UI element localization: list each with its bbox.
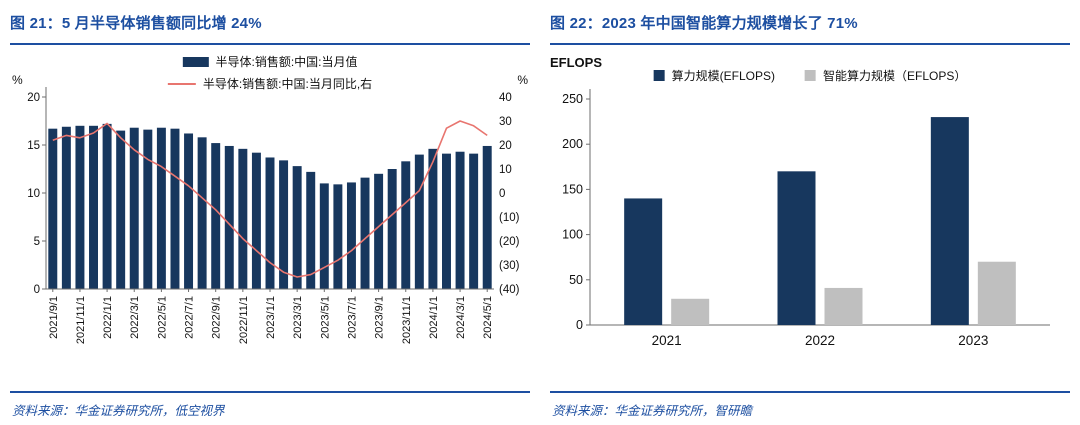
svg-text:2022/9/1: 2022/9/1: [211, 296, 223, 339]
figure-22-source-rule: [550, 391, 1070, 393]
svg-text:15: 15: [27, 140, 40, 152]
svg-text:250: 250: [562, 92, 583, 106]
figure-22-source-text: 资料来源：华金证券研究所，智研瞻: [552, 404, 753, 418]
svg-text:(30): (30): [499, 260, 520, 272]
legend-label-ai-compute-scale: 智能算力规模（EFLOPS）: [822, 69, 967, 83]
svg-text:200: 200: [562, 137, 583, 151]
compute-scale-swatch-icon: [653, 70, 665, 81]
right-axis-unit-label: %: [517, 73, 528, 87]
svg-text:20: 20: [27, 92, 40, 104]
figure-22-title: 图 22：2023 年中国智能算力规模增长了 71%: [550, 15, 858, 32]
svg-text:2023/7/1: 2023/7/1: [346, 296, 358, 339]
svg-text:2024/1/1: 2024/1/1: [428, 296, 440, 339]
eflops-axis-unit-label: EFLOPS: [550, 55, 603, 70]
svg-text:0: 0: [576, 318, 583, 332]
svg-text:2023: 2023: [958, 333, 988, 348]
svg-text:2024/3/1: 2024/3/1: [455, 296, 467, 339]
svg-text:40: 40: [499, 92, 512, 104]
svg-text:2022/1/1: 2022/1/1: [102, 296, 114, 339]
legend-label-yoy: 半导体:销售额:中国:当月同比,右: [202, 77, 373, 91]
figure-22-legend: 算力规模(EFLOPS) 智能算力规模（EFLOPS）: [653, 67, 967, 84]
figure-22-title-rule: [550, 43, 1070, 45]
svg-text:2021/9/1: 2021/9/1: [48, 296, 60, 339]
svg-text:2022/7/1: 2022/7/1: [184, 296, 196, 339]
legend-label-compute-scale: 算力规模(EFLOPS): [671, 69, 775, 83]
svg-text:2021/11/1: 2021/11/1: [75, 296, 87, 344]
legend-item-yoy: 半导体:销售额:中国:当月同比,右: [167, 75, 373, 92]
svg-text:30: 30: [499, 116, 512, 128]
legend-label-monthly-value: 半导体:销售额:中国:当月值: [215, 55, 358, 69]
figure-21-title-rule: [10, 43, 530, 45]
legend-item-compute-scale: 算力规模(EFLOPS): [653, 67, 775, 84]
svg-text:50: 50: [569, 273, 583, 287]
bar-series-swatch-icon: [182, 56, 209, 67]
legend-item-monthly-value: 半导体:销售额:中国:当月值: [182, 53, 358, 70]
figure-21-source-text: 资料来源：华金证券研究所，低空视界: [12, 404, 225, 418]
left-axis-unit-label: %: [12, 73, 23, 87]
svg-text:2022/3/1: 2022/3/1: [129, 296, 141, 339]
compute-scale-bar-chart: 250 200 150 100 50 0 2021 2022 2023: [562, 89, 1050, 348]
svg-text:2021: 2021: [652, 333, 682, 348]
figure-22-chart-area: EFLOPS 算力规模(EFLOPS) 智能算力规模（EFLOPS） 250 20…: [550, 47, 1070, 377]
figure-21-title: 图 21：5 月半导体销售额同比增 24%: [10, 15, 262, 32]
svg-text:10: 10: [27, 188, 40, 200]
svg-text:(40): (40): [499, 284, 520, 296]
figure-21-chart-area: 半导体:销售额:中国:当月值 半导体:销售额:中国:当月同比,右 % % 20 1…: [10, 47, 530, 377]
semiconductor-sales-combo-chart: 20151050403020100(10)(20)(30)(40)2021/9/…: [27, 87, 520, 344]
svg-text:2023/1/1: 2023/1/1: [265, 296, 277, 339]
svg-text:2023/11/1: 2023/11/1: [401, 296, 413, 344]
svg-text:2022/11/1: 2022/11/1: [238, 296, 250, 344]
svg-text:2023/9/1: 2023/9/1: [374, 296, 386, 339]
svg-text:2022/5/1: 2022/5/1: [156, 296, 168, 339]
svg-text:150: 150: [562, 182, 583, 196]
figure-22-panel: 图 22：2023 年中国智能算力规模增长了 71% EFLOPS 算力规模(E…: [550, 6, 1070, 425]
figure-21-source-rule: [10, 391, 530, 393]
svg-text:0: 0: [499, 188, 505, 200]
legend-item-ai-compute-scale: 智能算力规模（EFLOPS）: [804, 67, 967, 84]
ai-compute-scale-swatch-icon: [804, 70, 816, 81]
svg-text:5: 5: [34, 236, 40, 248]
svg-text:100: 100: [562, 228, 583, 242]
svg-text:(20): (20): [499, 236, 520, 248]
figure-21-source-row: 资料来源：华金证券研究所，低空视界: [10, 391, 530, 425]
figure-22-source-row: 资料来源：华金证券研究所，智研瞻: [550, 391, 1070, 425]
svg-text:0: 0: [34, 284, 40, 296]
svg-text:(10): (10): [499, 212, 520, 224]
svg-text:2024/5/1: 2024/5/1: [482, 296, 494, 339]
svg-text:20: 20: [499, 140, 512, 152]
svg-text:2022: 2022: [805, 333, 835, 348]
svg-text:10: 10: [499, 164, 512, 176]
line-series-swatch-icon: [167, 82, 196, 85]
svg-text:2023/3/1: 2023/3/1: [292, 296, 304, 339]
svg-text:2023/5/1: 2023/5/1: [319, 296, 331, 339]
figure-21-legend: 半导体:销售额:中国:当月值 半导体:销售额:中国:当月同比,右: [167, 53, 373, 92]
figure-21-panel: 图 21：5 月半导体销售额同比增 24% 半导体:销售额:中国:当月值 半导体…: [10, 6, 530, 425]
